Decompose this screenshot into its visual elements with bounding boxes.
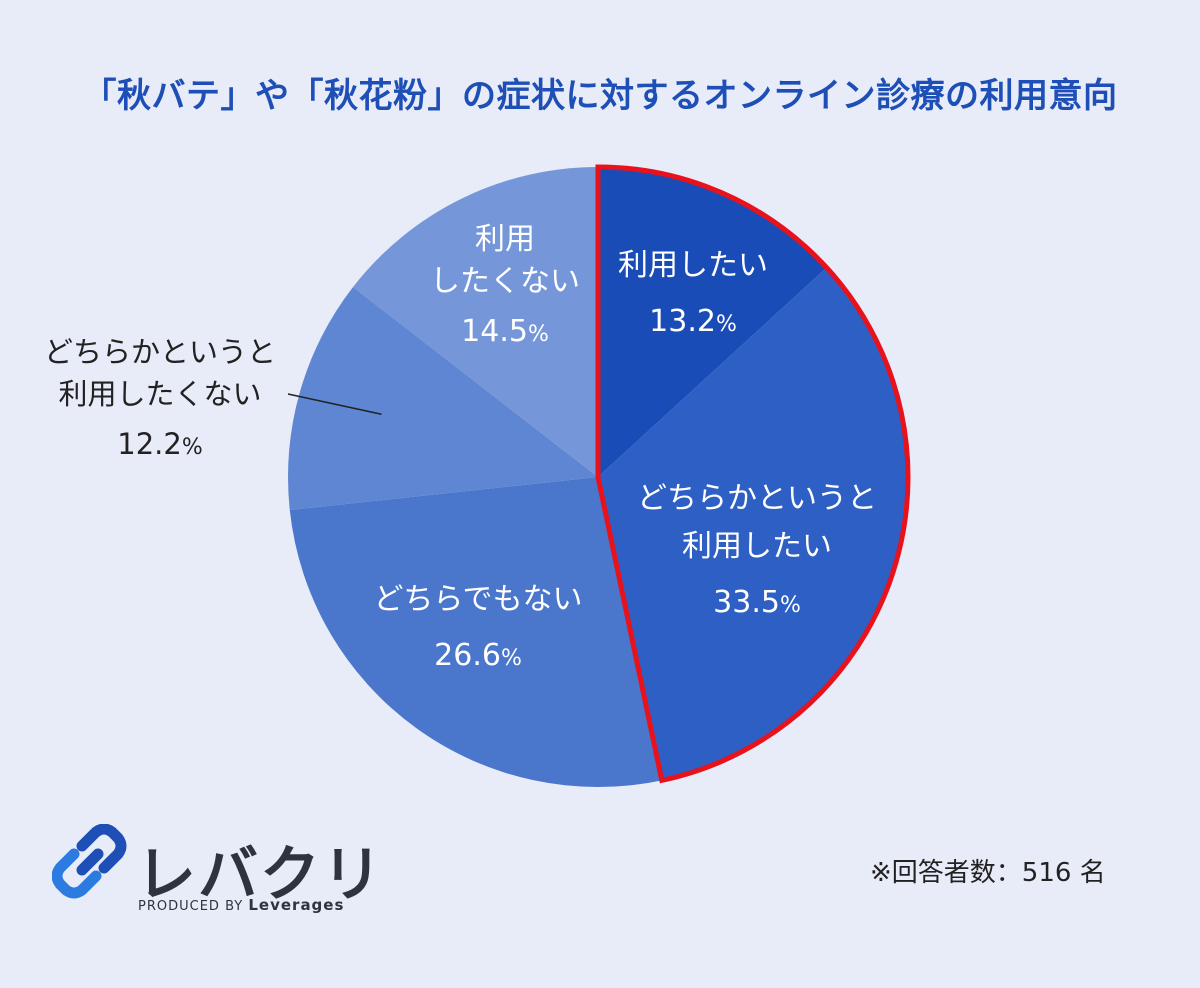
leader-lines xyxy=(287,393,382,415)
pie-slice-2 xyxy=(598,267,908,781)
logo-wordmark: レバクリ xyxy=(136,840,384,910)
pie-slice-4 xyxy=(288,286,598,511)
produced-by-text: PRODUCED BY xyxy=(138,899,244,914)
respondent-footnote: ※回答者数：516 名 xyxy=(870,858,1106,888)
slice-labels: 利用したい 13.2% どちらかというと利用したい 33.5% どちらでもない 26.6%… xyxy=(44,222,877,673)
leverages-brand: Leverages xyxy=(248,896,345,914)
highlight-border xyxy=(595,164,911,784)
slice-value-4: 12.2% xyxy=(117,427,202,461)
pie-slice-1 xyxy=(598,167,827,477)
slice-label-3: どちらでもない 26.6% xyxy=(373,582,582,673)
leader-line xyxy=(287,393,382,415)
pie-slice-3 xyxy=(289,477,662,787)
chain-link-icon xyxy=(52,824,127,899)
slice-label-2: どちらかというと利用したい 33.5% xyxy=(637,481,877,620)
pie-slices xyxy=(288,167,908,787)
pie-slice-5 xyxy=(353,167,598,477)
slice-label-4: どちらかというと利用したくない 12.2% xyxy=(44,335,276,461)
slice-value-3: 26.6% xyxy=(434,638,522,673)
chart-title: 「秋バテ」や「秋花粉」の症状に対するオンライン診療の利用意向 xyxy=(82,76,1118,116)
brand-logo: レバクリ PRODUCED BY Leverages xyxy=(52,820,382,930)
logo-produced-by: PRODUCED BY Leverages xyxy=(138,896,344,914)
highlight-outline xyxy=(595,164,911,784)
slice-label-1: 利用したい 13.2% xyxy=(618,248,768,339)
